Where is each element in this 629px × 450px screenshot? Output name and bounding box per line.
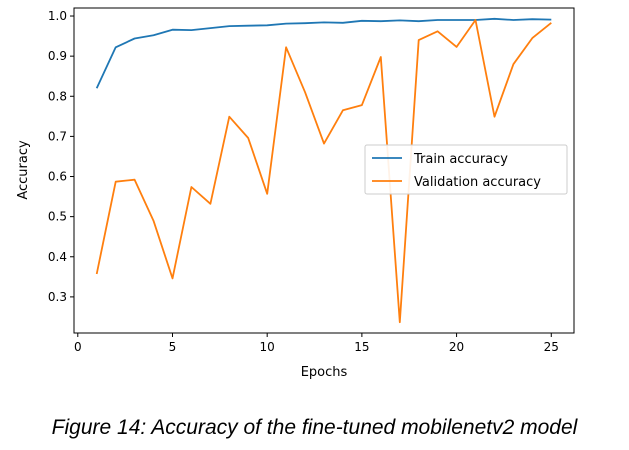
y-tick-label: 0.7 xyxy=(48,129,67,143)
x-tick-label: 5 xyxy=(169,340,177,354)
accuracy-chart: 0 5 10 15 20 25 0.3 0.4 0.5 0.6 0.7 0.8 0.9 1.0 Epoch… xyxy=(16,7,575,380)
x-tick-label: 10 xyxy=(260,340,275,354)
axis-ticks: 0 5 10 15 20 25 0.3 0.4 0.5 0.6 0.7 0.8 0.9 1.0 xyxy=(48,9,559,354)
y-tick-label: 0.9 xyxy=(48,49,67,63)
y-tick-label: 0.8 xyxy=(48,89,67,103)
x-axis-label: Epochs xyxy=(301,365,348,380)
y-tick-label: 0.6 xyxy=(48,170,67,184)
x-tick-label: 20 xyxy=(449,340,464,354)
legend-box xyxy=(364,144,568,195)
plot-area-frame xyxy=(73,7,575,334)
legend-label-validation: Validation accuracy xyxy=(414,175,541,190)
validation-accuracy-line xyxy=(95,19,552,324)
y-tick-label: 0.5 xyxy=(48,210,67,224)
y-tick-label: 0.3 xyxy=(48,290,67,304)
y-tick-label: 0.4 xyxy=(48,250,67,264)
x-tick-label: 25 xyxy=(544,340,559,354)
figure-caption: Figure 14: Accuracy of the fine-tuned mo… xyxy=(51,416,578,439)
train-accuracy-line xyxy=(95,17,552,89)
series-lines xyxy=(95,17,552,324)
y-axis-label: Accuracy xyxy=(16,140,31,200)
legend: Train accuracy Validation accuracy xyxy=(364,144,568,195)
y-tick-label: 1.0 xyxy=(48,9,67,23)
legend-label-train: Train accuracy xyxy=(413,152,508,167)
x-tick-label: 15 xyxy=(354,340,369,354)
x-tick-label: 0 xyxy=(74,340,82,354)
